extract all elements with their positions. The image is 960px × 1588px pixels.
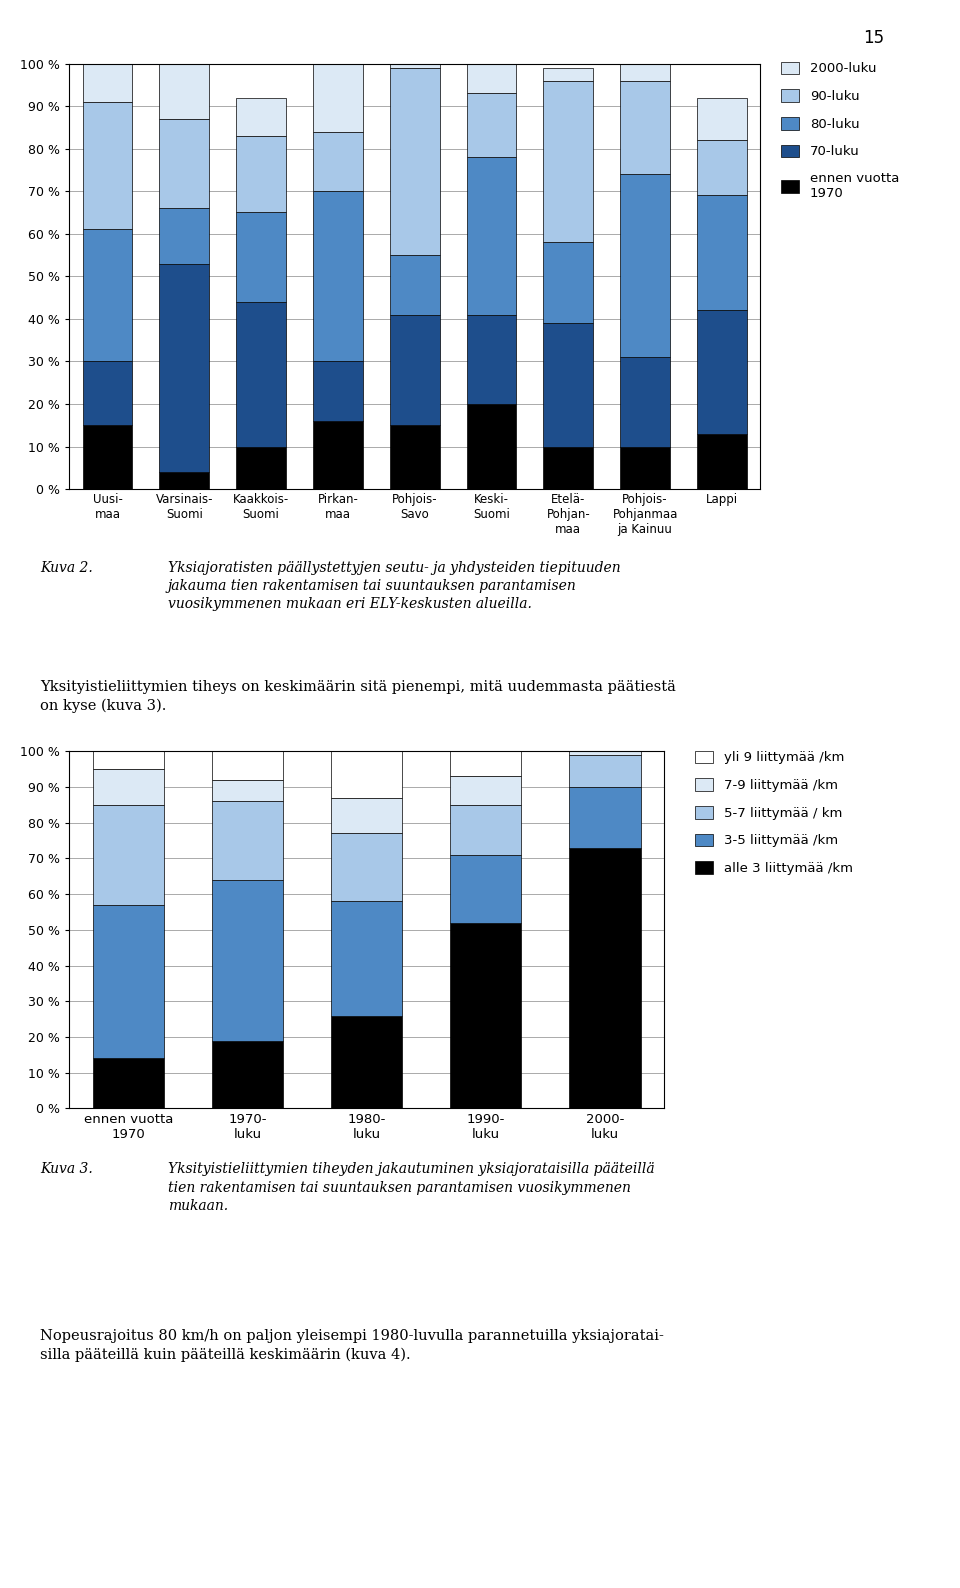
Bar bbox=[697, 434, 747, 489]
Bar bbox=[83, 426, 132, 489]
Text: Kuva 3.: Kuva 3. bbox=[40, 1162, 93, 1177]
Bar bbox=[236, 302, 286, 446]
Bar bbox=[313, 191, 363, 362]
Bar bbox=[236, 137, 286, 213]
Bar bbox=[697, 140, 747, 195]
Bar bbox=[697, 195, 747, 310]
Bar bbox=[159, 264, 209, 472]
Bar bbox=[313, 421, 363, 489]
Text: Yksityistieliittymien tiheys on keskimäärin sitä pienempi, mitä uudemmasta pääti: Yksityistieliittymien tiheys on keskimää… bbox=[40, 680, 676, 713]
Bar bbox=[93, 769, 164, 805]
Bar bbox=[569, 715, 640, 734]
Bar bbox=[331, 900, 402, 1016]
Bar bbox=[467, 64, 516, 94]
Bar bbox=[331, 834, 402, 900]
Bar bbox=[697, 97, 747, 140]
Bar bbox=[313, 132, 363, 191]
Text: Kuva 2.: Kuva 2. bbox=[40, 561, 93, 575]
Bar bbox=[83, 102, 132, 230]
Bar bbox=[313, 362, 363, 421]
Bar bbox=[620, 64, 670, 81]
Bar bbox=[450, 777, 521, 805]
Text: Yksityistieliittymien tiheyden jakautuminen yksiajorataisilla pääteillä
tien rak: Yksityistieliittymien tiheyden jakautumi… bbox=[168, 1162, 655, 1213]
Bar bbox=[390, 256, 440, 314]
Bar bbox=[212, 880, 283, 1040]
Bar bbox=[697, 310, 747, 434]
Bar bbox=[83, 362, 132, 426]
Bar bbox=[450, 751, 521, 777]
Bar bbox=[467, 94, 516, 157]
Bar bbox=[313, 64, 363, 132]
Bar bbox=[569, 786, 640, 848]
Bar bbox=[159, 208, 209, 264]
Bar bbox=[331, 797, 402, 834]
Bar bbox=[620, 446, 670, 489]
Bar bbox=[159, 119, 209, 208]
Bar bbox=[543, 446, 593, 489]
Bar bbox=[569, 734, 640, 754]
Text: Yksiajoratisten päällystettyjen seutu- ja yhdysteiden tiepituuden
jakauma tien r: Yksiajoratisten päällystettyjen seutu- j… bbox=[168, 561, 620, 611]
Bar bbox=[620, 357, 670, 446]
Bar bbox=[620, 81, 670, 175]
Bar bbox=[390, 0, 440, 68]
Bar bbox=[331, 1016, 402, 1108]
Bar bbox=[543, 81, 593, 243]
Bar bbox=[569, 848, 640, 1108]
Bar bbox=[83, 230, 132, 362]
Bar bbox=[93, 1059, 164, 1108]
Bar bbox=[569, 754, 640, 786]
Bar bbox=[159, 64, 209, 119]
Text: 15: 15 bbox=[863, 29, 884, 46]
Bar bbox=[212, 751, 283, 780]
Bar bbox=[212, 780, 283, 800]
Bar bbox=[450, 923, 521, 1108]
Bar bbox=[467, 314, 516, 403]
Text: Nopeusrajoitus 80 km/h on paljon yleisempi 1980-luvulla parannetuilla yksiajorat: Nopeusrajoitus 80 km/h on paljon yleisem… bbox=[40, 1329, 664, 1363]
Bar bbox=[543, 68, 593, 81]
Bar bbox=[93, 805, 164, 905]
Legend: 2000-luku, 90-luku, 80-luku, 70-luku, ennen vuotta
1970: 2000-luku, 90-luku, 80-luku, 70-luku, en… bbox=[780, 62, 900, 200]
Bar bbox=[83, 64, 132, 102]
Bar bbox=[620, 175, 670, 357]
Bar bbox=[543, 322, 593, 446]
Bar bbox=[212, 1040, 283, 1108]
Bar bbox=[159, 472, 209, 489]
Bar bbox=[467, 403, 516, 489]
Bar bbox=[331, 751, 402, 797]
Bar bbox=[236, 446, 286, 489]
Bar bbox=[236, 213, 286, 302]
Bar bbox=[390, 426, 440, 489]
Bar bbox=[93, 751, 164, 769]
Bar bbox=[450, 854, 521, 923]
Bar bbox=[390, 68, 440, 256]
Bar bbox=[450, 805, 521, 854]
Bar bbox=[543, 243, 593, 322]
Bar bbox=[467, 157, 516, 314]
Bar bbox=[390, 314, 440, 426]
Bar bbox=[93, 905, 164, 1059]
Legend: yli 9 liittymää /km, 7-9 liittymää /km, 5-7 liittymää / km, 3-5 liittymää /km, a: yli 9 liittymää /km, 7-9 liittymää /km, … bbox=[695, 751, 852, 875]
Bar bbox=[236, 97, 286, 137]
Bar bbox=[212, 800, 283, 880]
